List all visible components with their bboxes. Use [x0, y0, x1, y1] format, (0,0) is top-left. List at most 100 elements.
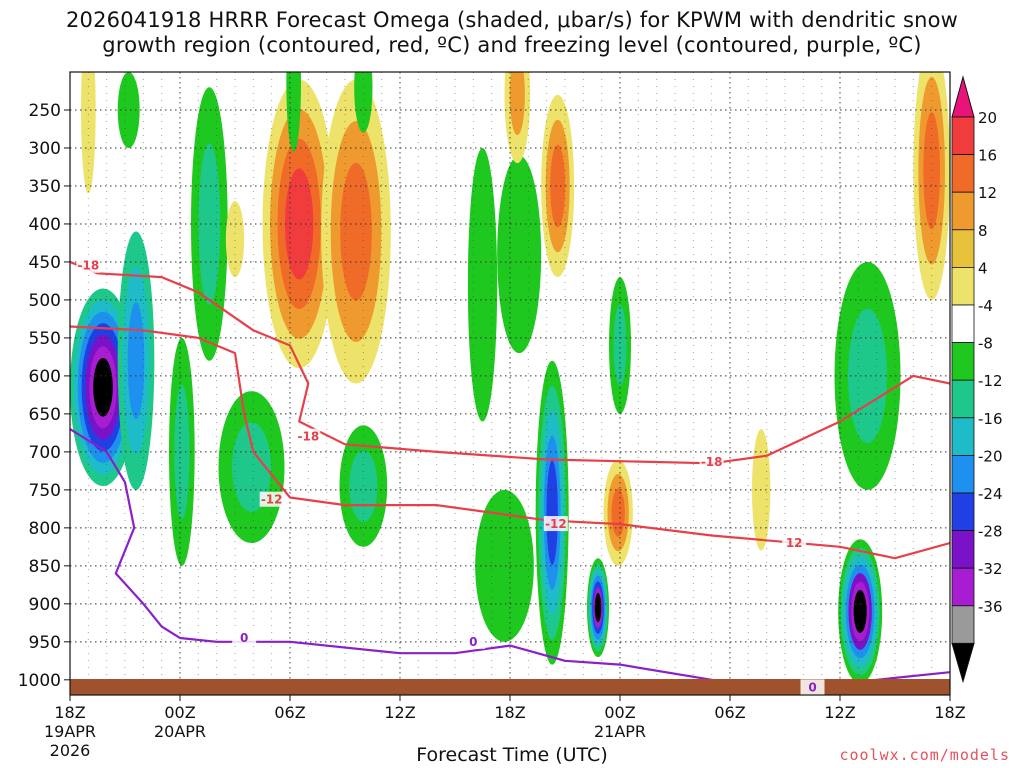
omega-colorbar: 20 16 12 8 4 -4 -8 -12 -16 -20 -24 -28 -32 -36 — [951, 75, 1003, 684]
omega-blob-13-level-0 — [467, 147, 498, 422]
contour-label-bg-6 — [232, 630, 257, 646]
x-tick-label-1-line1: 00Z — [164, 703, 195, 722]
contour-label-4: -12 — [545, 517, 567, 531]
chart-title-line-2: growth region (contoured, red, ºC) and f… — [102, 33, 922, 57]
y-tick-label-950: 950 — [29, 633, 61, 653]
x-tick-label-0-line2: 19APR — [44, 722, 96, 741]
y-tick-label-500: 500 — [29, 291, 61, 311]
contour-label-5: 12 — [786, 536, 803, 550]
x-tick-label-6-line1: 06Z — [714, 703, 745, 722]
colorbar-top-arrow — [951, 75, 975, 118]
colorbar-label-5: -4 — [978, 297, 993, 315]
contour-label-bg-3 — [259, 491, 284, 507]
colorbar-band-3 — [951, 229, 975, 268]
omega-blob-16-level-2 — [550, 144, 566, 228]
x-tick-label-0-line1: 18Z — [54, 703, 85, 722]
omega-blob-22-level-6 — [853, 589, 867, 633]
colorbar-band-11 — [951, 530, 975, 569]
contour-label-bg-0 — [76, 257, 101, 273]
omega-blob-19-level-6 — [594, 592, 602, 623]
colorbar-label-11: -28 — [978, 523, 1003, 541]
colorbar-band-1 — [951, 154, 975, 193]
colorbar-band-12 — [951, 567, 975, 607]
x-tick-label-7-line1: 12Z — [824, 703, 855, 722]
contour-label-bg-4 — [543, 516, 568, 532]
omega-blob-8-level-2 — [340, 162, 372, 301]
contour-label-7: 0 — [469, 635, 477, 649]
colorbar-band-2 — [951, 191, 975, 231]
y-tick-label-1000: 1000 — [18, 671, 61, 691]
chart-title-line-1: 2026041918 HRRR Forecast Omega (shaded, … — [65, 8, 959, 32]
isotherm-minus18-line — [70, 260, 950, 465]
colorbar-label-12: -32 — [978, 560, 1003, 578]
colorbar-label-1: 16 — [978, 147, 997, 165]
y-tick-label-650: 650 — [29, 405, 61, 425]
contour-label-bg-1 — [296, 428, 321, 444]
x-tick-label-5-line2: 21APR — [594, 722, 646, 741]
colorbar-label-6: -8 — [978, 335, 993, 353]
y-tick-label-400: 400 — [29, 215, 61, 235]
y-tick-label-700: 700 — [29, 443, 61, 463]
source-credit: coolwx.com/models — [839, 746, 1010, 764]
y-tick-label-800: 800 — [29, 519, 61, 539]
omega-blob-0-level-6 — [93, 357, 113, 417]
contour-label-bg-2 — [699, 453, 724, 469]
y-tick-label-850: 850 — [29, 557, 61, 577]
colorbar-band-5 — [951, 304, 975, 343]
omega-blob-12-level-1 — [349, 450, 378, 522]
colorbar-label-10: -24 — [978, 485, 1003, 503]
colorbar-label-2: 12 — [978, 184, 997, 202]
colorbar-band-9 — [951, 454, 975, 494]
contour-label-8: 0 — [808, 680, 816, 694]
omega-blob-14-level-0 — [497, 155, 542, 354]
contour-labels: -18 -18 -18 -12 -12 12 0 0 0 — [76, 257, 825, 695]
omega-blob-9-level-0 — [225, 201, 245, 278]
colorbar-band-10 — [951, 492, 975, 531]
x-tick-label-3-line1: 12Z — [384, 703, 415, 722]
colorbar-band-0 — [951, 116, 975, 155]
pressure-axis: 250 300 350 400 450 500 550 600 650 700 750 800 850 9… — [18, 101, 70, 691]
omega-blob-21-level-2 — [611, 488, 625, 537]
colorbar-label-9: -20 — [978, 447, 1003, 465]
colorbar-label-13: -36 — [978, 598, 1003, 616]
y-tick-label-900: 900 — [29, 595, 61, 615]
omega-blob-20-level-1 — [613, 305, 627, 386]
x-tick-label-1-line2: 20APR — [154, 722, 206, 741]
colorbar-label-3: 8 — [978, 222, 988, 240]
colorbar-bottom-arrow — [951, 642, 975, 684]
y-tick-label-350: 350 — [29, 177, 61, 197]
y-tick-label-450: 450 — [29, 253, 61, 273]
y-tick-label-300: 300 — [29, 139, 61, 159]
omega-blob-3-level-0 — [81, 72, 96, 194]
colorbar-band-8 — [951, 417, 975, 456]
y-tick-label-550: 550 — [29, 329, 61, 349]
colorbar-band-13 — [951, 605, 975, 644]
x-tick-label-2-line1: 06Z — [274, 703, 305, 722]
y-tick-label-750: 750 — [29, 481, 61, 501]
omega-blob-11-level-0 — [354, 72, 373, 133]
x-tick-label-8-line1: 18Z — [934, 703, 965, 722]
contour-label-0: -18 — [77, 259, 99, 273]
contour-label-1: -18 — [297, 430, 319, 444]
x-tick-label-5-line1: 00Z — [604, 703, 635, 722]
omega-blob-15-level-1 — [509, 72, 525, 136]
y-tick-label-600: 600 — [29, 367, 61, 387]
contour-label-3: -12 — [261, 493, 283, 507]
colorbar-label-0: 20 — [978, 109, 997, 127]
ground-surface — [70, 679, 950, 695]
omega-blob-10-level-0 — [286, 72, 301, 152]
colorbar-label-4: 4 — [978, 259, 988, 277]
omega-blob-18-level-0 — [475, 489, 534, 642]
colorbar-label-7: -12 — [978, 372, 1003, 390]
contour-label-bg-5 — [782, 535, 807, 551]
omega-blob-5-level-1 — [198, 143, 221, 305]
colorbar-band-6 — [951, 342, 975, 381]
contour-label-6: 0 — [240, 631, 248, 645]
omega-blob-17-level-4 — [546, 460, 558, 565]
x-tick-label-4-line1: 18Z — [494, 703, 525, 722]
colorbar-band-4 — [951, 266, 975, 306]
colorbar-label-8: -16 — [978, 410, 1003, 428]
omega-blob-4-level-1 — [174, 384, 190, 520]
colorbar-band-7 — [951, 379, 975, 419]
